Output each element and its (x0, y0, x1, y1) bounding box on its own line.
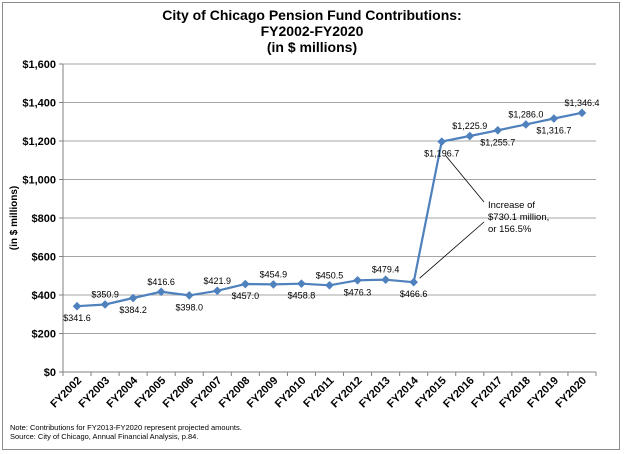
data-label: $350.9 (91, 289, 119, 299)
data-point-marker (72, 301, 82, 311)
annotation-line: or 156.5% (488, 224, 532, 235)
data-point-marker (212, 286, 222, 296)
data-label: $384.2 (119, 305, 147, 315)
data-label: $1,346.4 (564, 98, 599, 108)
y-tick-label: $1,000 (22, 175, 56, 187)
data-point-marker (381, 275, 390, 285)
data-point-marker (493, 125, 503, 135)
data-point-marker (184, 291, 194, 300)
data-label: $466.6 (400, 289, 428, 299)
data-label: $1,286.0 (508, 109, 543, 119)
annotation-line: Increase of (488, 200, 535, 211)
data-label: $416.6 (147, 277, 175, 287)
data-point-marker (269, 280, 278, 289)
data-label: $454.9 (260, 269, 288, 279)
data-label: $341.6 (63, 313, 91, 323)
data-point-marker (325, 280, 334, 290)
data-label: $450.5 (316, 270, 344, 280)
data-point-marker (297, 279, 306, 288)
chart-title-line-3: (in $ millions) (267, 39, 357, 55)
data-point-marker (521, 120, 531, 129)
chart-frame (2, 2, 620, 450)
annotation-leader-down (419, 221, 485, 279)
footnotes: Note: Contributions for FY2013-FY2020 re… (10, 423, 242, 441)
data-point-marker (353, 276, 362, 285)
data-point-marker (241, 279, 250, 289)
note-line-1: Note: Contributions for FY2013-FY2020 re… (10, 423, 242, 432)
y-tick-label: $800 (32, 213, 56, 225)
series-group (72, 108, 587, 311)
data-label: $1,225.9 (452, 121, 487, 131)
y-axis-label: (in $ millions) (9, 186, 20, 250)
y-tick-label: $0 (44, 367, 56, 379)
y-tick-label: $1,600 (22, 59, 56, 71)
increase-annotation: Increase of$730.1 million,or 156.5% (419, 155, 549, 279)
data-label: $1,255.7 (480, 137, 515, 147)
data-label: $476.3 (344, 287, 372, 297)
x-tick-label: FY2020 (553, 375, 589, 411)
y-tick-label: $1,400 (22, 98, 56, 110)
annotation-leader-up (445, 155, 485, 203)
data-point-marker (577, 108, 587, 118)
y-tick-label: $1,200 (22, 136, 56, 148)
data-label: $421.9 (204, 276, 232, 286)
y-tick-label: $600 (32, 252, 56, 264)
data-labels: $341.6 $350.9$384.2 $416.6 $398.0 $421.9$457… (63, 98, 599, 323)
data-point-marker (156, 287, 166, 297)
data-point-marker (549, 114, 559, 123)
y-tick-label: $200 (32, 329, 56, 341)
note-line-2: Source: City of Chicago, Annual Financia… (10, 432, 198, 441)
y-tick-label: $400 (32, 290, 56, 302)
data-point-marker (409, 277, 418, 287)
chart-title-line-1: City of Chicago Pension Fund Contributio… (162, 7, 461, 23)
data-point-marker (465, 131, 475, 141)
annotation-line: $730.1 million, (488, 212, 549, 223)
chart-title-line-2: FY2002-FY2020 (261, 23, 364, 39)
data-point-marker (128, 293, 138, 303)
data-label: $479.4 (372, 265, 400, 275)
data-label: $458.8 (288, 291, 316, 301)
data-label: $398.0 (175, 302, 203, 312)
x-axis-ticks: FY2002FY2003FY2004FY2005FY2006FY2007FY20… (48, 374, 589, 410)
x-tick-label: FY2010 (273, 375, 309, 411)
grid-lines (59, 63, 597, 376)
y-axis-ticks: $0 $200 $400 $600 $800 $1,000 $1,200 $1,400 $1,6… (22, 59, 56, 379)
data-label: $1,316.7 (536, 126, 571, 136)
chart-title: City of Chicago Pension Fund Contributio… (162, 7, 461, 55)
data-label: $1,196.7 (424, 149, 459, 159)
data-label: $457.0 (232, 291, 260, 301)
data-point-marker (437, 137, 447, 146)
data-point-marker (100, 300, 110, 309)
